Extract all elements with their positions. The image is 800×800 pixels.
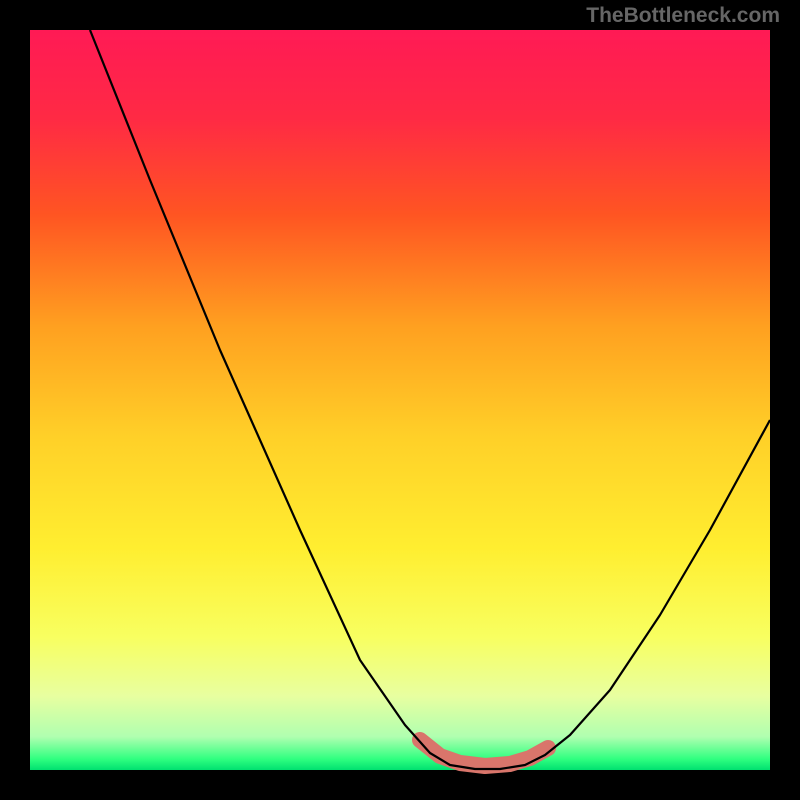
chart-container: TheBottleneck.com — [0, 0, 800, 800]
chart-gradient-background — [30, 30, 770, 770]
bottleneck-chart — [0, 0, 800, 800]
watermark-text: TheBottleneck.com — [586, 4, 780, 28]
